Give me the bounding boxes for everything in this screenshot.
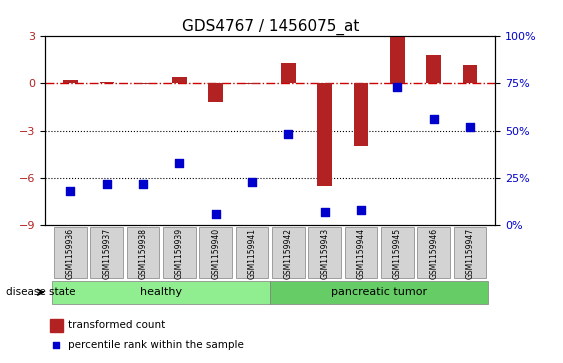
- Point: [211, 211, 220, 217]
- Bar: [172, 77, 187, 83]
- Bar: [245, 83, 260, 84]
- Text: GSM1159940: GSM1159940: [211, 228, 220, 279]
- Bar: [208, 83, 223, 102]
- Bar: [318, 83, 332, 186]
- FancyBboxPatch shape: [345, 227, 377, 278]
- Text: GSM1159942: GSM1159942: [284, 228, 293, 279]
- Point: [393, 84, 402, 90]
- Title: GDS4767 / 1456075_at: GDS4767 / 1456075_at: [181, 19, 359, 35]
- Bar: [354, 83, 368, 146]
- Bar: [463, 65, 477, 83]
- FancyBboxPatch shape: [163, 227, 196, 278]
- Point: [320, 209, 329, 215]
- Bar: [50, 319, 63, 332]
- Text: transformed count: transformed count: [68, 320, 165, 330]
- Point: [102, 181, 111, 187]
- Text: GSM1159946: GSM1159946: [429, 228, 438, 279]
- FancyBboxPatch shape: [54, 227, 87, 278]
- Text: GSM1159945: GSM1159945: [393, 228, 402, 279]
- Text: GSM1159944: GSM1159944: [356, 228, 365, 279]
- Text: healthy: healthy: [140, 287, 182, 297]
- Text: disease state: disease state: [6, 287, 75, 297]
- FancyBboxPatch shape: [127, 227, 159, 278]
- Point: [368, 232, 377, 238]
- Text: pancreatic tumor: pancreatic tumor: [331, 287, 427, 297]
- Bar: [426, 55, 441, 83]
- FancyBboxPatch shape: [52, 281, 270, 303]
- Text: GSM1159938: GSM1159938: [138, 228, 148, 279]
- Bar: [63, 80, 78, 83]
- Text: GSM1159941: GSM1159941: [248, 228, 257, 279]
- Point: [356, 207, 365, 213]
- Text: percentile rank within the sample: percentile rank within the sample: [68, 340, 243, 350]
- Text: GSM1159943: GSM1159943: [320, 228, 329, 279]
- FancyBboxPatch shape: [91, 227, 123, 278]
- Point: [138, 181, 148, 187]
- Bar: [390, 36, 405, 83]
- FancyBboxPatch shape: [270, 281, 488, 303]
- FancyBboxPatch shape: [199, 227, 232, 278]
- FancyBboxPatch shape: [236, 227, 269, 278]
- Point: [429, 117, 438, 122]
- Text: GSM1159947: GSM1159947: [466, 228, 475, 279]
- Point: [175, 160, 184, 166]
- FancyBboxPatch shape: [381, 227, 414, 278]
- Text: GSM1159939: GSM1159939: [175, 228, 184, 279]
- Text: GSM1159936: GSM1159936: [66, 228, 75, 279]
- Point: [66, 188, 75, 194]
- FancyBboxPatch shape: [454, 227, 486, 278]
- Point: [466, 124, 475, 130]
- Point: [248, 179, 257, 184]
- FancyBboxPatch shape: [309, 227, 341, 278]
- Point: [284, 131, 293, 137]
- FancyBboxPatch shape: [417, 227, 450, 278]
- Text: GSM1159937: GSM1159937: [102, 228, 111, 279]
- Bar: [136, 83, 150, 84]
- Bar: [100, 82, 114, 83]
- FancyBboxPatch shape: [272, 227, 305, 278]
- Bar: [281, 63, 296, 83]
